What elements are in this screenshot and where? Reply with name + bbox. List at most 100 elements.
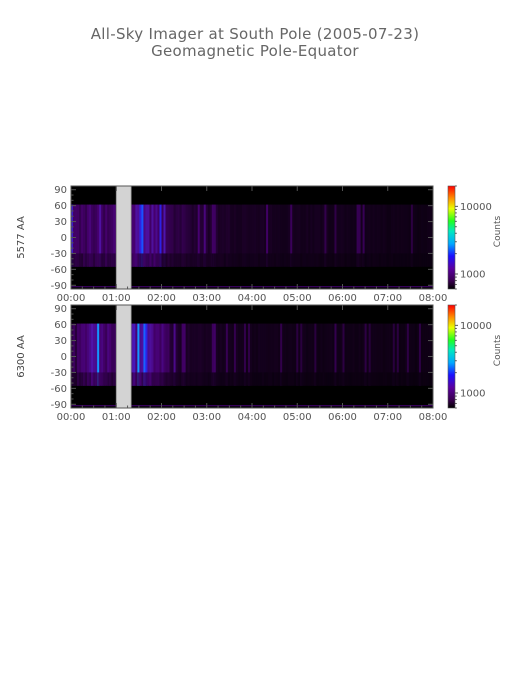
heatmap-column — [181, 204, 185, 267]
heatmap-column — [302, 323, 305, 386]
heatmap-band — [310, 253, 313, 267]
heatmap-column — [143, 204, 146, 267]
x-tick-label: 05:00 — [283, 412, 312, 423]
heatmap-band — [195, 372, 199, 386]
heatmap-band — [245, 253, 249, 267]
heatmap-band — [89, 372, 92, 386]
heatmap-column — [215, 323, 219, 386]
heatmap-column — [376, 323, 380, 386]
heatmap-band — [229, 253, 233, 267]
heatmap-column — [424, 323, 428, 386]
heatmap-band — [364, 253, 368, 267]
heatmap-band — [254, 253, 257, 267]
heatmap-column — [336, 323, 339, 386]
heatmap-column — [280, 323, 283, 386]
heatmap-band — [282, 253, 285, 267]
heatmap-column — [101, 204, 104, 267]
heatmap-band — [388, 253, 392, 267]
heatmap-band — [223, 253, 227, 267]
heatmap-column — [197, 204, 201, 267]
heatmap-column — [237, 323, 241, 386]
heatmap-column — [101, 323, 104, 386]
heatmap-column — [274, 204, 277, 267]
heatmap-band — [382, 372, 386, 386]
x-tick-label: 03:00 — [192, 412, 221, 423]
heatmap-band — [382, 253, 386, 267]
heatmap-column — [290, 204, 293, 267]
heatmap-column — [223, 323, 227, 386]
heatmap-band — [318, 372, 321, 386]
heatmap-column — [306, 204, 309, 267]
heatmap-column — [181, 323, 185, 386]
heatmap-band — [93, 372, 96, 386]
heatmap-band — [219, 372, 223, 386]
heatmap-column — [252, 323, 255, 386]
heatmap-band — [402, 372, 406, 386]
heatmap-column — [300, 323, 303, 386]
heatmap-column — [400, 323, 404, 386]
heatmap-band — [362, 372, 366, 386]
heatmap-column — [312, 204, 315, 267]
heatmap-band — [346, 253, 349, 267]
heatmap-column — [95, 323, 98, 386]
heatmap-column — [95, 204, 98, 267]
colorbar-tick-label: 1000 — [460, 269, 485, 280]
heatmap-band — [189, 253, 193, 267]
heatmap-column — [153, 204, 156, 267]
heatmap-column — [254, 323, 257, 386]
heatmap-column — [211, 204, 215, 267]
heatmap-band — [398, 253, 402, 267]
heatmap-band — [274, 253, 277, 267]
heatmap-column — [231, 323, 235, 386]
heatmap-band — [177, 372, 180, 386]
heatmap-band — [87, 253, 90, 267]
heatmap-band — [428, 253, 432, 267]
heatmap-column — [330, 323, 333, 386]
heatmap-band — [71, 372, 74, 386]
heatmap-band — [406, 253, 410, 267]
heatmap-band — [195, 253, 199, 267]
heatmap-band — [225, 253, 229, 267]
heatmap-column — [356, 204, 359, 267]
heatmap-column — [225, 204, 229, 267]
heatmap-band — [243, 372, 247, 386]
heatmap-column — [390, 323, 394, 386]
heatmap-column — [141, 323, 144, 386]
heatmap-column — [292, 204, 295, 267]
heatmap-band — [260, 253, 263, 267]
heatmap-column — [209, 323, 213, 386]
heatmap-column — [215, 204, 219, 267]
heatmap-band — [135, 253, 138, 267]
heatmap-band — [370, 372, 374, 386]
heatmap-column — [163, 204, 166, 267]
heatmap-band — [302, 372, 305, 386]
heatmap-column — [185, 323, 189, 386]
heatmap-band — [237, 372, 241, 386]
heatmap-band — [372, 372, 376, 386]
y-tick-label: 90 — [54, 185, 67, 196]
heatmap-band — [292, 253, 295, 267]
heatmap-column — [97, 323, 100, 386]
heatmap-band — [237, 253, 241, 267]
heatmap-band — [336, 372, 339, 386]
colorbar-label: Counts — [493, 215, 503, 247]
heatmap-column — [370, 204, 374, 267]
heatmap-column — [149, 204, 152, 267]
heatmap-band — [101, 253, 104, 267]
heatmap-band — [107, 253, 110, 267]
heatmap-column — [346, 204, 349, 267]
heatmap-column — [300, 204, 303, 267]
heatmap-column — [91, 323, 94, 386]
heatmap-band — [286, 253, 289, 267]
heatmap-band — [249, 372, 253, 386]
heatmap-band — [334, 372, 337, 386]
heatmap-column — [320, 323, 323, 386]
heatmap-column — [364, 204, 368, 267]
heatmap-column — [368, 323, 372, 386]
heatmap-band — [404, 372, 408, 386]
heatmap-column — [91, 204, 94, 267]
heatmap-column — [388, 204, 392, 267]
heatmap-column — [85, 204, 88, 267]
heatmap-column — [314, 323, 317, 386]
heatmap-band — [135, 372, 138, 386]
